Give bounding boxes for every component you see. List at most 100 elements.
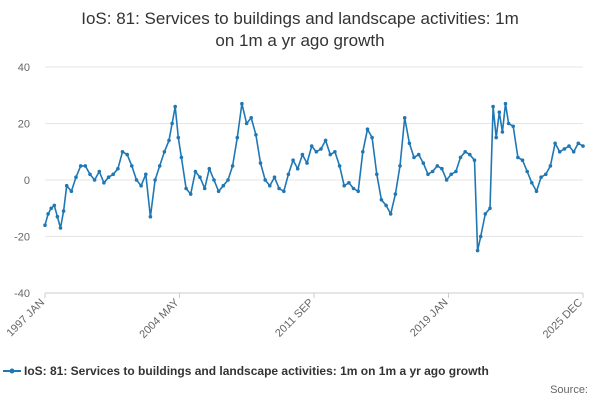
data-point (111, 172, 115, 177)
data-point (216, 189, 221, 194)
data-point (244, 121, 249, 126)
data-point (173, 104, 177, 109)
data-point (393, 192, 398, 196)
data-point (157, 164, 162, 168)
data-point (139, 183, 143, 188)
data-point (478, 234, 483, 239)
data-point (125, 152, 129, 157)
data-point (282, 189, 286, 194)
x-tick-label: 2019 JAN (408, 297, 451, 340)
data-point (491, 104, 495, 109)
x-tick-label: 2025 DEC (541, 297, 585, 341)
data-point (328, 152, 333, 157)
data-point (333, 150, 337, 154)
series-group (43, 101, 585, 253)
data-point (64, 183, 69, 188)
data-point (300, 152, 305, 157)
data-point (258, 161, 263, 165)
data-point (361, 150, 365, 154)
data-point (148, 214, 153, 219)
data-point (449, 172, 454, 177)
data-point (375, 172, 379, 177)
data-point (497, 110, 502, 114)
data-point (412, 155, 416, 160)
data-point (370, 135, 374, 140)
data-point (207, 166, 212, 171)
data-point (426, 172, 430, 177)
data-point (193, 169, 198, 174)
data-point (398, 164, 402, 168)
data-point (567, 144, 571, 148)
data-point (97, 169, 102, 174)
data-point (277, 186, 281, 191)
data-point (384, 203, 388, 208)
y-grid-lines (45, 66, 583, 294)
data-point (475, 248, 480, 253)
data-point (530, 181, 534, 185)
data-point (188, 192, 193, 196)
legend-label: IoS: 81: Services to buildings and lands… (24, 364, 489, 378)
data-point (162, 150, 167, 154)
data-point (430, 169, 435, 174)
data-point (356, 189, 361, 194)
data-point (562, 147, 567, 151)
data-point (78, 164, 83, 168)
data-point (379, 198, 384, 202)
data-point (468, 152, 472, 157)
y-tick-label: -20 (14, 232, 30, 244)
data-point (153, 178, 157, 182)
data-point (46, 212, 50, 216)
data-point (435, 164, 440, 168)
data-point (407, 141, 412, 146)
data-point (416, 152, 421, 157)
y-tick-label: 40 (18, 62, 30, 74)
data-point (351, 186, 356, 191)
data-point (548, 164, 553, 168)
y-tick-label: -40 (14, 288, 30, 300)
data-point (557, 150, 562, 154)
data-point (92, 178, 97, 182)
y-tick-label: 0 (24, 175, 30, 187)
data-point (402, 116, 407, 120)
data-point (212, 178, 216, 182)
data-point (202, 186, 207, 191)
data-point (226, 178, 230, 182)
data-point (58, 226, 63, 230)
data-point (511, 124, 515, 129)
data-point (69, 189, 74, 194)
data-point (268, 183, 272, 188)
data-point (458, 155, 463, 160)
legend-marker (9, 368, 15, 374)
data-point (74, 175, 78, 179)
y-tick-label: 20 (18, 119, 30, 131)
data-point (539, 175, 543, 179)
data-point (249, 116, 253, 120)
data-point (102, 181, 106, 185)
data-point (291, 158, 295, 162)
data-point (61, 209, 66, 213)
data-point (176, 135, 181, 140)
data-point (500, 130, 505, 134)
data-point (388, 212, 393, 216)
data-point (506, 121, 511, 126)
data-point (52, 203, 57, 208)
data-point (494, 135, 499, 140)
data-point (272, 175, 277, 179)
data-point (88, 172, 92, 177)
data-point (444, 178, 449, 182)
data-point (240, 101, 244, 106)
chart-title-line-2: on 1m a yr ago growth (215, 31, 384, 50)
data-point (55, 214, 60, 219)
legend: IoS: 81: Services to buildings and lands… (3, 364, 489, 378)
data-point (305, 161, 309, 165)
x-tick-label: 2004 MAY (137, 296, 182, 341)
data-point (184, 186, 188, 191)
data-point (295, 166, 300, 171)
data-point (421, 161, 426, 165)
data-point (503, 101, 508, 106)
chart-title-line-1: IoS: 81: Services to buildings and lands… (81, 9, 519, 28)
x-tick-label: 1997 JAN (4, 297, 47, 340)
data-point (130, 164, 134, 168)
data-point (309, 144, 314, 148)
